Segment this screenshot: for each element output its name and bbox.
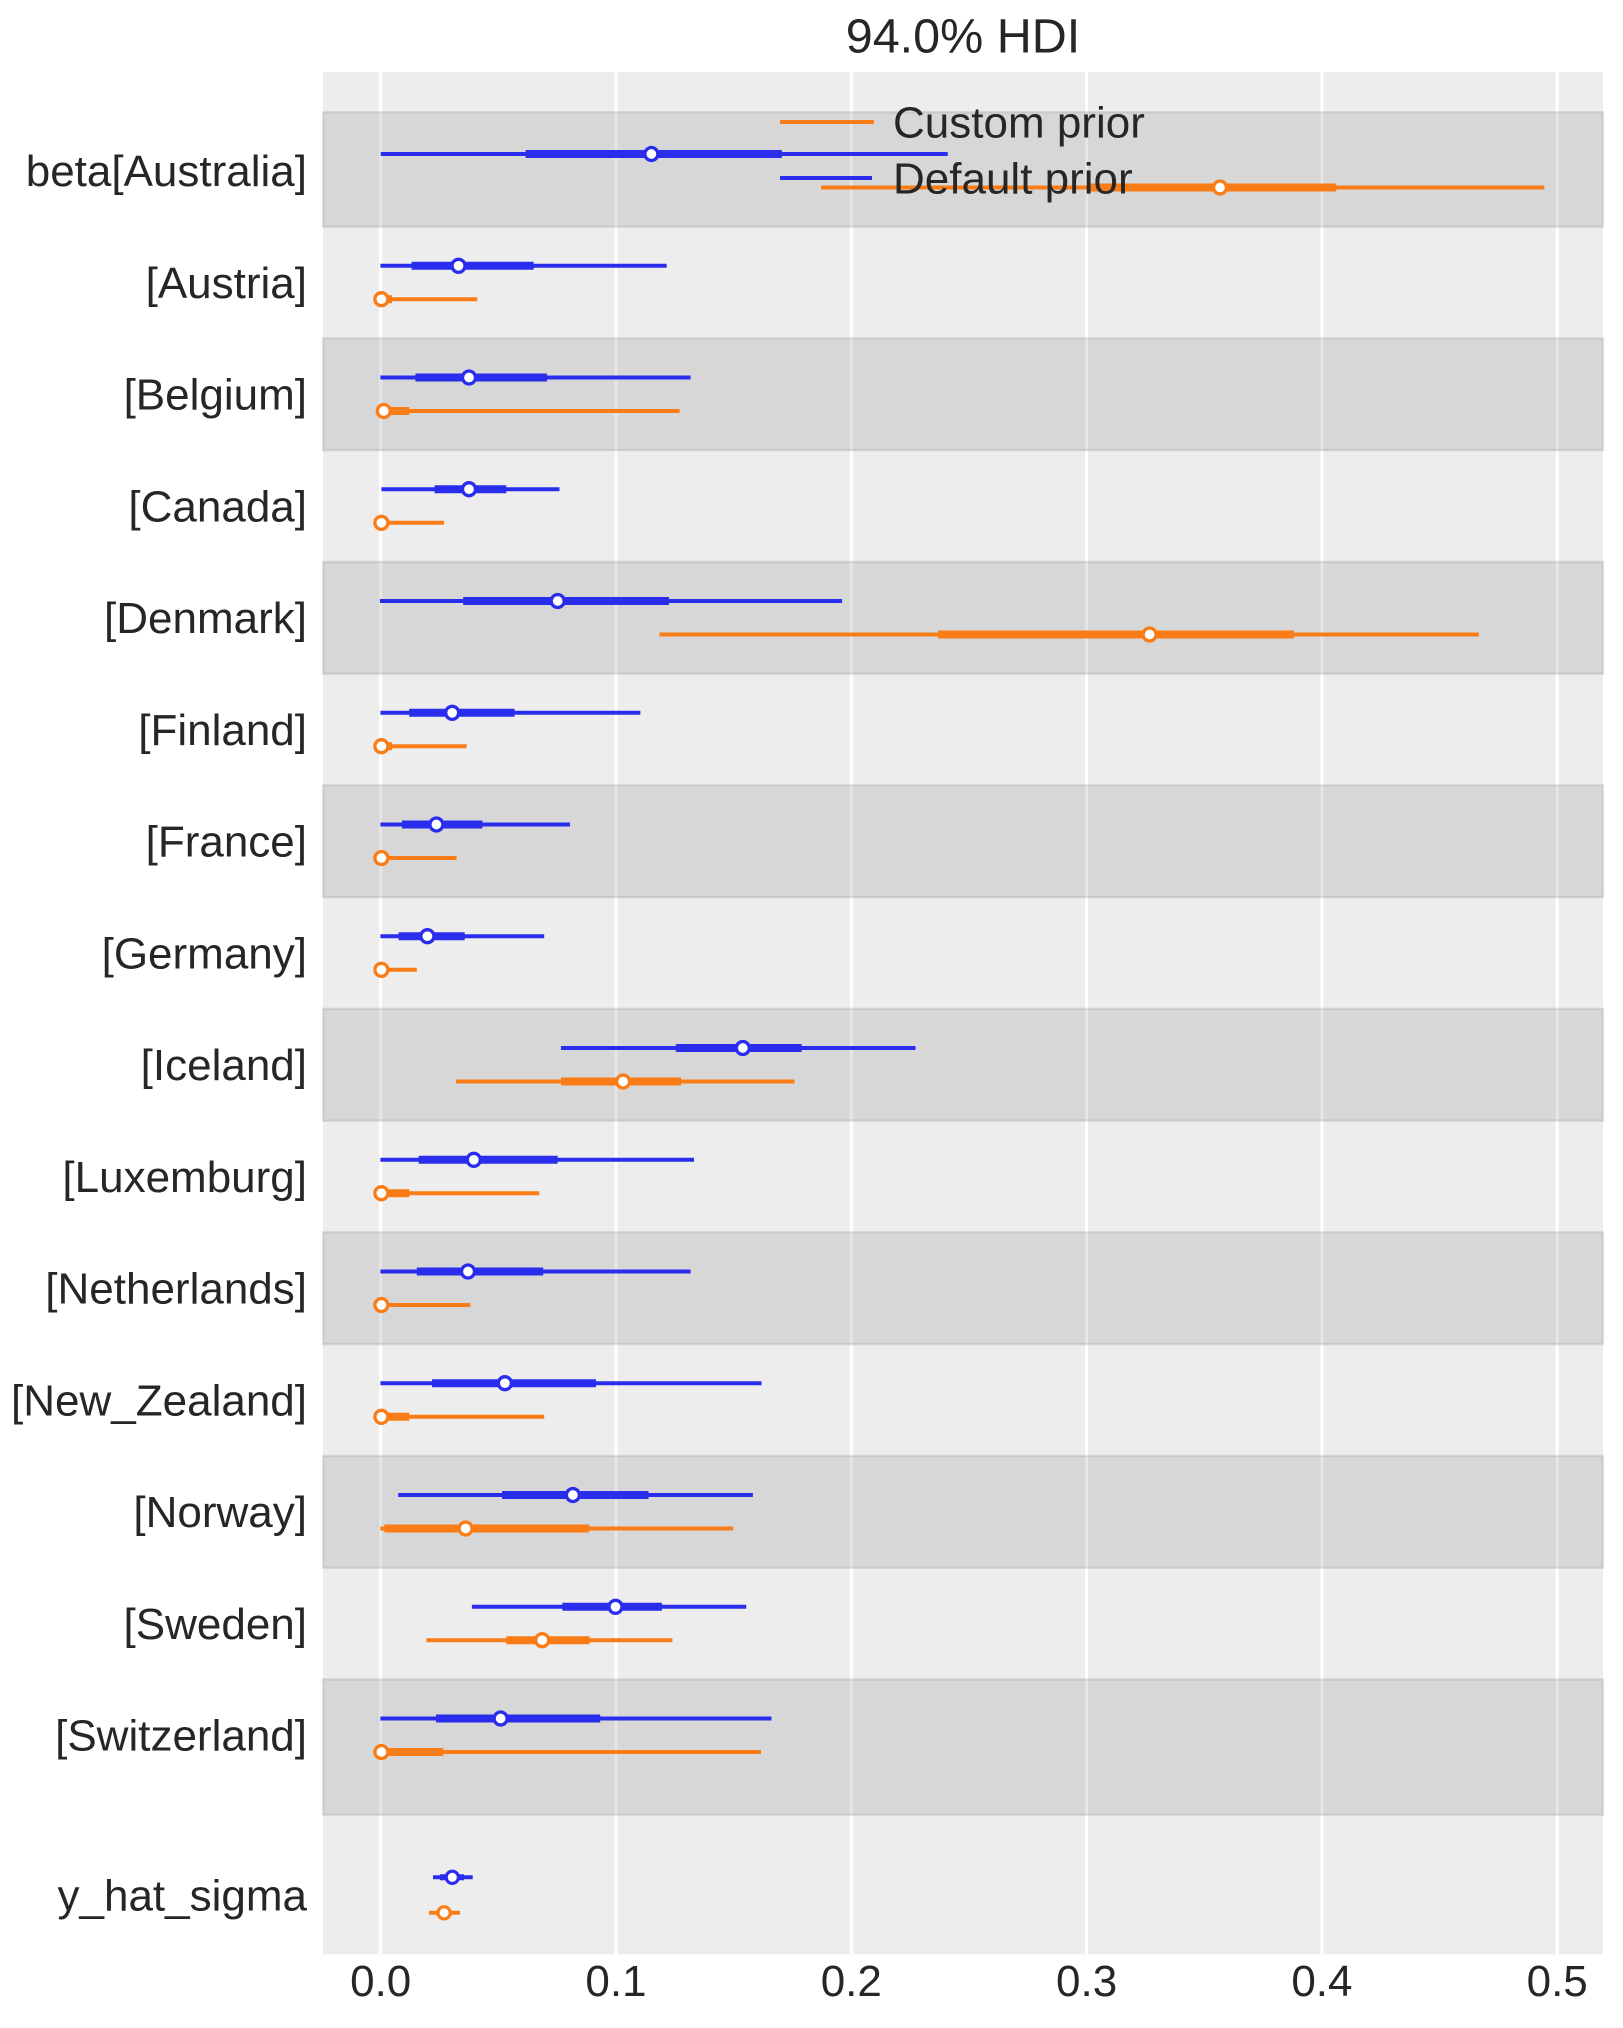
svg-text:[New_Zealand]: [New_Zealand] <box>11 1376 307 1425</box>
svg-text:Default prior: Default prior <box>893 154 1133 203</box>
svg-text:[Norway]: [Norway] <box>133 1488 307 1537</box>
svg-text:[Belgium]: [Belgium] <box>124 371 307 420</box>
svg-text:[Canada]: [Canada] <box>128 482 307 531</box>
svg-text:[Germany]: [Germany] <box>102 929 307 978</box>
svg-text:[Netherlands]: [Netherlands] <box>45 1265 307 1314</box>
svg-text:[Denmark]: [Denmark] <box>104 594 307 643</box>
svg-text:0.1: 0.1 <box>585 1957 646 2006</box>
svg-text:0.0: 0.0 <box>350 1957 411 2006</box>
svg-text:[Finland]: [Finland] <box>138 706 307 755</box>
svg-text:Custom prior: Custom prior <box>893 98 1145 147</box>
svg-text:[France]: [France] <box>146 818 307 867</box>
svg-text:0.3: 0.3 <box>1056 1957 1117 2006</box>
svg-text:[Iceland]: [Iceland] <box>141 1041 307 1090</box>
svg-text:[Sweden]: [Sweden] <box>124 1600 307 1649</box>
svg-text:[Luxemburg]: [Luxemburg] <box>62 1153 307 1202</box>
svg-text:0.2: 0.2 <box>821 1957 882 2006</box>
svg-text:94.0% HDI: 94.0% HDI <box>846 10 1081 64</box>
svg-text:beta[Australia]: beta[Australia] <box>26 147 307 196</box>
svg-text:[Switzerland]: [Switzerland] <box>55 1712 307 1761</box>
svg-text:0.5: 0.5 <box>1527 1957 1588 2006</box>
svg-text:y_hat_sigma: y_hat_sigma <box>58 1871 308 1920</box>
svg-text:[Austria]: [Austria] <box>146 259 307 308</box>
svg-text:0.4: 0.4 <box>1291 1957 1352 2006</box>
